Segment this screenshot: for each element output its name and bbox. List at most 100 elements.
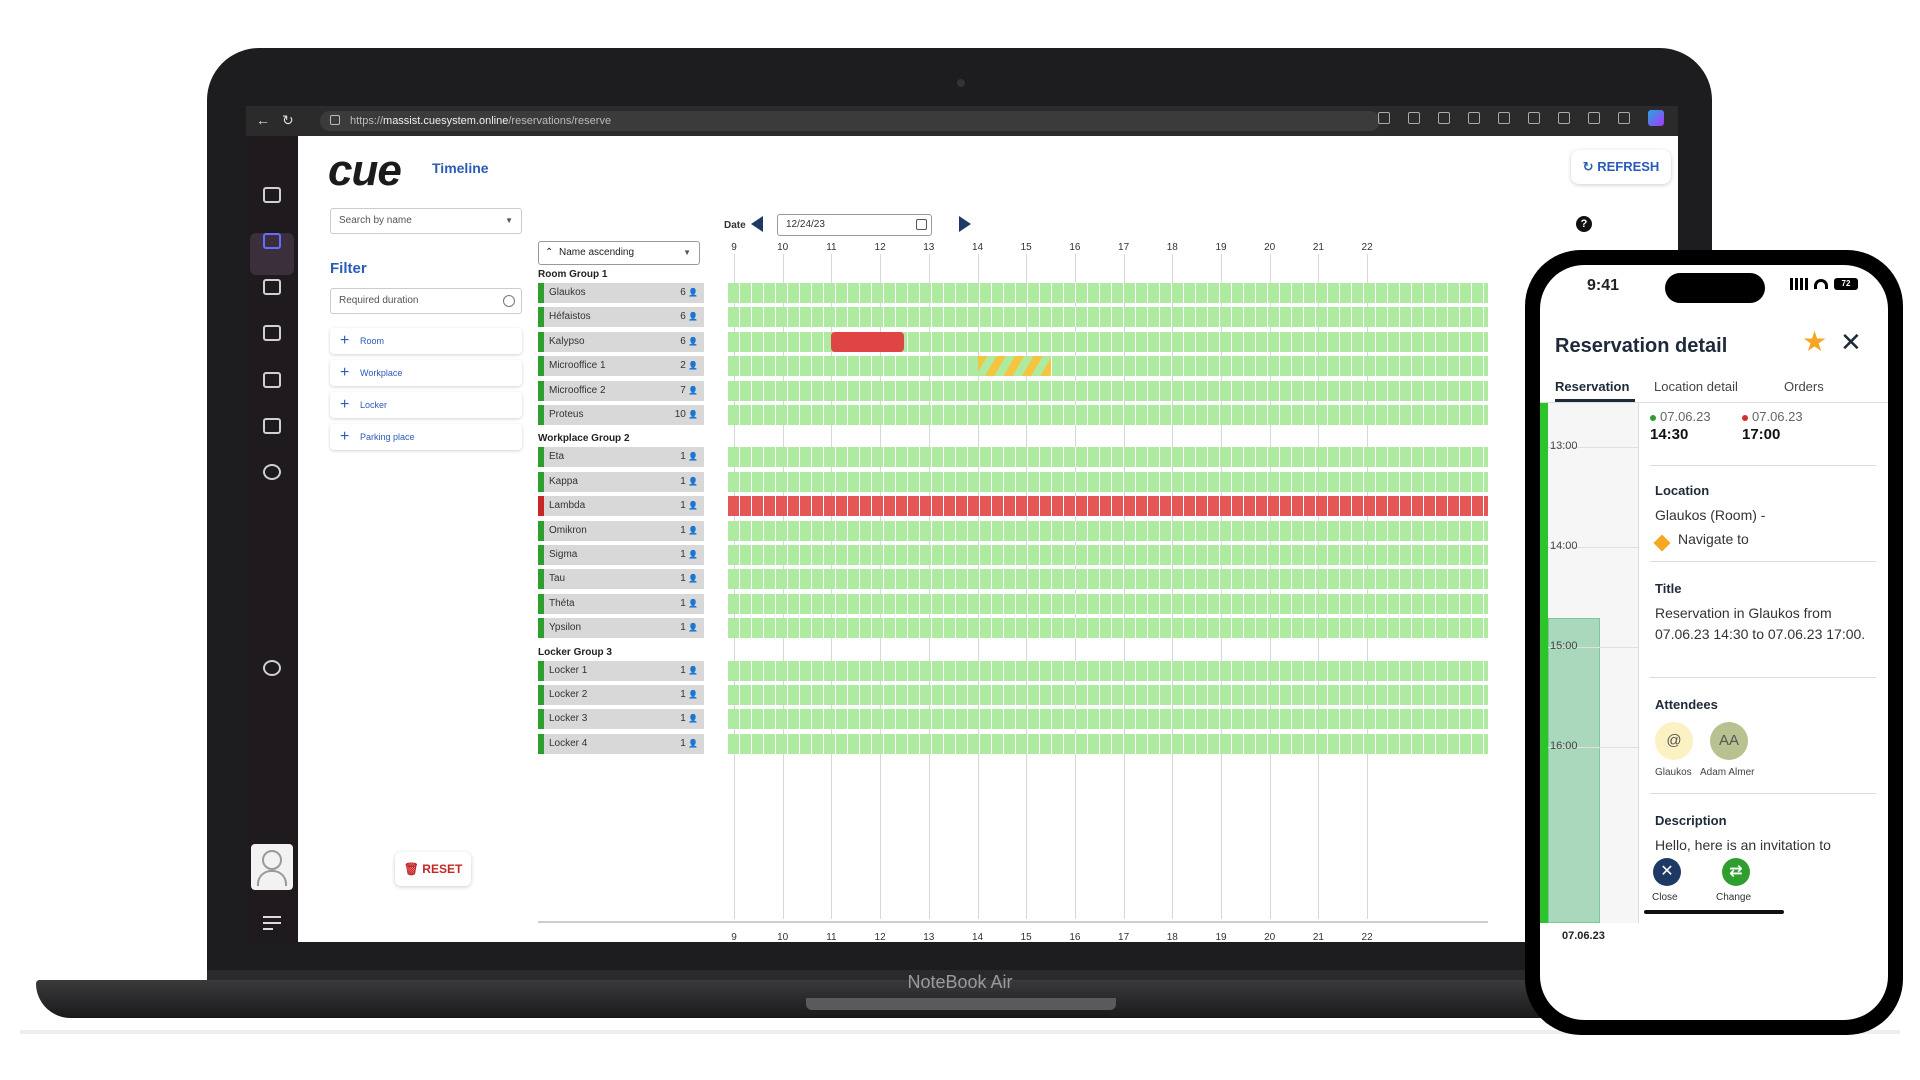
tab-orders[interactable]: Orders	[1784, 379, 1824, 394]
resource-label[interactable]: Microoffice 1 2 👤	[538, 356, 704, 377]
back-icon[interactable]: ←	[256, 112, 270, 128]
calendar-icon[interactable]	[916, 219, 927, 230]
resource-label[interactable]: Locker 2 1 👤	[538, 685, 704, 705]
resource-name: Omikron	[549, 524, 587, 536]
reader-icon[interactable]	[1378, 112, 1390, 124]
resource-label[interactable]: Ypsilon 1 👤	[538, 618, 704, 639]
favorites-icon[interactable]	[1498, 112, 1510, 124]
change-reservation-button[interactable]: ⇄	[1722, 858, 1750, 886]
clock-icon	[503, 295, 515, 307]
resource-name: Locker 3	[549, 713, 588, 725]
collections-icon[interactable]	[1528, 112, 1540, 124]
reserve-icon[interactable]	[263, 233, 281, 249]
hour-label-bottom: 17	[1118, 932, 1130, 942]
timeline-row[interactable]	[728, 496, 1488, 517]
timeline-row[interactable]	[728, 356, 1488, 377]
list-icon[interactable]	[263, 325, 281, 341]
copilot-icon[interactable]	[1648, 110, 1664, 126]
close-icon[interactable]: ✕	[1840, 327, 1862, 357]
resource-label[interactable]: Locker 3 1 👤	[538, 709, 704, 730]
browser-essentials-icon[interactable]	[1558, 112, 1570, 124]
filter-chip-locker[interactable]: + Locker	[330, 392, 522, 418]
search-by-name-select[interactable]: Search by name ▼	[330, 208, 522, 234]
resource-label[interactable]: Sigma 1 👤	[538, 545, 704, 565]
timeline-row[interactable]	[728, 380, 1488, 401]
resource-label[interactable]: Proteus 10 👤	[538, 405, 704, 425]
reload-icon[interactable]: ↻	[282, 112, 294, 128]
tab-reservation[interactable]: Reservation	[1555, 379, 1630, 394]
resource-label[interactable]: Kappa 1 👤	[538, 471, 704, 492]
resource-label[interactable]: Eta 1 👤	[538, 447, 704, 468]
timeline-scrollbar[interactable]	[538, 921, 1488, 923]
hour-label-bottom: 12	[874, 932, 886, 942]
timeline-row[interactable]	[728, 660, 1488, 681]
favorite-icon[interactable]	[1438, 112, 1450, 124]
mini-timeline-reservation-block[interactable]	[1548, 618, 1600, 923]
resource-label[interactable]: Microoffice 2 7 👤	[538, 380, 704, 401]
timeline-row[interactable]	[728, 709, 1488, 730]
resource-label[interactable]: Omikron 1 👤	[538, 520, 704, 541]
timeline-row[interactable]	[728, 447, 1488, 468]
resource-label[interactable]: Glaukos 6 👤	[538, 283, 704, 303]
share-icon[interactable]	[1588, 112, 1600, 124]
close-reservation-button[interactable]: ✕	[1653, 858, 1681, 886]
filter-chip-parking[interactable]: + Parking place	[330, 424, 522, 450]
timeline-row[interactable]	[728, 569, 1488, 590]
timeline-row[interactable]	[728, 685, 1488, 705]
booking-block[interactable]	[831, 331, 905, 352]
user-icon[interactable]	[263, 464, 281, 480]
star-icon[interactable]: ★	[1802, 326, 1828, 357]
timeline-row[interactable]	[728, 618, 1488, 639]
settings-icon[interactable]	[263, 660, 281, 676]
mini-hour-label: 16:00	[1550, 740, 1578, 752]
date-input[interactable]: 12/24/23	[777, 214, 932, 236]
timeline-row[interactable]	[728, 331, 1488, 352]
resource-label[interactable]: Kalypso 6 👤	[538, 331, 704, 352]
next-day-icon[interactable]	[959, 216, 971, 232]
resource-capacity: 6 👤	[680, 332, 698, 352]
resource-label[interactable]: Tau 1 👤	[538, 569, 704, 590]
booking-block[interactable]	[977, 356, 1051, 377]
timeline-row[interactable]	[728, 307, 1488, 328]
person-icon: 👤	[685, 665, 698, 675]
resource-label[interactable]: Lambda 1 👤	[538, 496, 704, 517]
help-icon[interactable]: ?	[1576, 216, 1592, 232]
resource-name: Sigma	[549, 549, 578, 560]
hour-label-top: 10	[777, 242, 789, 253]
sort-select[interactable]: ⌃ Name ascending ▼	[538, 241, 700, 265]
timeline-row[interactable]	[728, 520, 1488, 541]
resource-label[interactable]: Locker 1 1 👤	[538, 660, 704, 681]
navigate-icon[interactable]	[263, 279, 281, 295]
refresh-button[interactable]: ↻ REFRESH	[1571, 150, 1671, 184]
navigate-to-link[interactable]: Navigate to	[1678, 531, 1749, 547]
timeline-row[interactable]	[728, 283, 1488, 303]
filter-chip-room[interactable]: + Room	[330, 328, 522, 354]
attendee-avatar[interactable]: AA	[1710, 722, 1748, 760]
tab-location-detail[interactable]: Location detail	[1654, 379, 1738, 394]
home-icon[interactable]	[263, 187, 281, 203]
read-aloud-icon[interactable]	[1408, 112, 1420, 124]
timeline-row[interactable]	[728, 733, 1488, 754]
required-duration-field[interactable]: Required duration	[330, 288, 522, 314]
address-bar[interactable]: https://massist.cuesystem.online/reserva…	[320, 111, 1380, 131]
resource-label[interactable]: Héfaistos 6 👤	[538, 307, 704, 328]
resource-label[interactable]: Locker 4 1 👤	[538, 733, 704, 754]
timeline-row[interactable]	[728, 545, 1488, 565]
timeline-row[interactable]	[728, 405, 1488, 425]
calendar-icon[interactable]	[263, 372, 281, 388]
split-screen-icon[interactable]	[1468, 112, 1480, 124]
previous-day-icon[interactable]	[751, 216, 763, 232]
attendee-avatar[interactable]: @	[1655, 722, 1693, 760]
reset-button[interactable]: 🗑 RESET	[395, 852, 471, 886]
menu-icon[interactable]	[263, 916, 281, 934]
person-icon: 👤	[685, 385, 698, 395]
person-icon: 👤	[685, 550, 698, 559]
more-icon[interactable]	[1618, 112, 1630, 124]
avatar[interactable]	[251, 844, 293, 890]
filter-chip-workplace[interactable]: + Workplace	[330, 360, 522, 386]
navigate-icon[interactable]	[1653, 534, 1671, 552]
timeline-row[interactable]	[728, 593, 1488, 614]
service-bell-icon[interactable]	[263, 418, 281, 434]
timeline-row[interactable]	[728, 471, 1488, 492]
resource-label[interactable]: Théta 1 👤	[538, 593, 704, 614]
